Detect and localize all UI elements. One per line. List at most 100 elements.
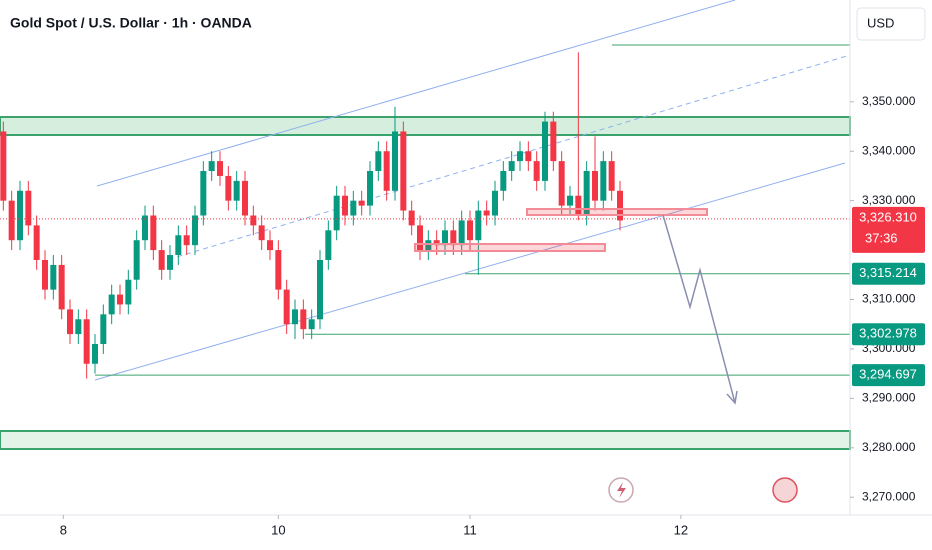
candle-body bbox=[67, 309, 73, 335]
y-tick-label: 3,350.000 bbox=[862, 94, 916, 108]
last-price-tag bbox=[852, 206, 925, 253]
candle-body bbox=[442, 230, 448, 246]
candle-body bbox=[342, 195, 348, 216]
candle-body bbox=[183, 235, 190, 246]
candle-body bbox=[233, 180, 240, 201]
candle-body bbox=[567, 195, 573, 206]
candle-body bbox=[275, 250, 282, 290]
candle-body bbox=[8, 200, 15, 241]
candle-body bbox=[508, 161, 515, 172]
countdown-label: 37:36 bbox=[865, 230, 898, 245]
candle-body bbox=[25, 190, 32, 226]
candle-body bbox=[158, 250, 165, 270]
red-box bbox=[414, 243, 606, 252]
candle-body bbox=[575, 195, 582, 216]
x-tick-label: 10 bbox=[271, 522, 285, 537]
y-tick-label: 3,340.000 bbox=[862, 143, 916, 157]
candle-body bbox=[42, 259, 48, 290]
candle-body bbox=[408, 210, 415, 226]
last-price-label: 3,326.310 bbox=[859, 209, 917, 224]
channel-lower bbox=[94, 162, 846, 381]
y-tick-label: 3,330.000 bbox=[862, 193, 916, 207]
candle-body bbox=[492, 190, 498, 216]
candle-body bbox=[225, 175, 232, 201]
candle-body bbox=[175, 235, 182, 256]
level-price-label: 3,315.214 bbox=[859, 265, 917, 280]
candle-body bbox=[600, 161, 607, 201]
candle-body bbox=[117, 294, 123, 305]
level-price-tag bbox=[852, 364, 925, 387]
candle-body bbox=[617, 190, 623, 221]
resistance-zone bbox=[0, 116, 851, 136]
candle-body bbox=[167, 255, 173, 270]
candle-body bbox=[0, 131, 7, 201]
candle-body bbox=[542, 121, 548, 181]
candle-body bbox=[133, 240, 140, 280]
x-tick-label: 11 bbox=[463, 522, 477, 537]
candle-body bbox=[375, 151, 382, 172]
candle-body bbox=[517, 151, 523, 162]
candle-body bbox=[433, 240, 440, 246]
candle-body bbox=[608, 161, 615, 191]
arrow-head bbox=[726, 390, 738, 405]
candle-body bbox=[58, 264, 65, 310]
candle-body bbox=[533, 161, 540, 181]
candle-body bbox=[242, 180, 248, 216]
candle-body bbox=[250, 215, 257, 226]
candle-body bbox=[483, 210, 490, 216]
candle-body bbox=[75, 319, 82, 335]
candle-body bbox=[125, 279, 132, 305]
candle-body bbox=[308, 319, 315, 330]
candle-body bbox=[17, 190, 23, 241]
candle-body bbox=[100, 314, 107, 344]
candle-body bbox=[333, 195, 340, 231]
x-tick-label: 8 bbox=[60, 522, 67, 537]
candle-body bbox=[150, 215, 157, 251]
x-tick-label: 12 bbox=[674, 522, 688, 537]
candle-body bbox=[142, 215, 148, 241]
candle-body bbox=[417, 225, 423, 251]
candle-body bbox=[50, 264, 57, 290]
flag-icon[interactable] bbox=[772, 477, 798, 503]
y-tick-label: 3,290.000 bbox=[862, 391, 916, 405]
candle-body bbox=[292, 309, 298, 325]
projection-arrow bbox=[662, 214, 736, 404]
candle-body bbox=[425, 240, 432, 251]
currency-button[interactable] bbox=[856, 7, 926, 41]
level-price-label: 3,294.697 bbox=[859, 367, 917, 382]
candle-body bbox=[392, 131, 398, 191]
marks bbox=[0, 52, 850, 379]
event-icon-bolt bbox=[617, 482, 626, 498]
candle-body bbox=[283, 289, 290, 325]
candle-body bbox=[467, 220, 473, 241]
candle-body bbox=[367, 171, 373, 206]
candle-body bbox=[592, 171, 598, 201]
y-tick-label: 3,310.000 bbox=[862, 292, 916, 306]
candle-body bbox=[108, 294, 115, 315]
candle-body bbox=[33, 225, 40, 260]
candle-body bbox=[267, 240, 273, 251]
candle-body bbox=[583, 171, 590, 216]
y-tick-label: 3,280.000 bbox=[862, 440, 916, 454]
candle-body bbox=[558, 161, 565, 206]
currency-label: USD bbox=[867, 15, 894, 30]
level-price-tag bbox=[852, 262, 925, 285]
candle-body bbox=[475, 210, 482, 241]
candle-body bbox=[92, 343, 98, 364]
red-box bbox=[526, 208, 708, 216]
candle-body bbox=[525, 151, 532, 162]
level-price-tag bbox=[852, 323, 925, 346]
candle-body bbox=[317, 259, 323, 320]
candle-body bbox=[400, 131, 407, 211]
candle-body bbox=[458, 220, 465, 246]
candle-body bbox=[83, 319, 90, 364]
candle-body bbox=[258, 225, 265, 241]
candle-body bbox=[300, 309, 307, 330]
candle-body bbox=[200, 171, 207, 216]
candle-body bbox=[450, 230, 457, 246]
candle-body bbox=[350, 200, 357, 216]
candle-body bbox=[217, 161, 223, 176]
candle-body bbox=[500, 171, 507, 191]
